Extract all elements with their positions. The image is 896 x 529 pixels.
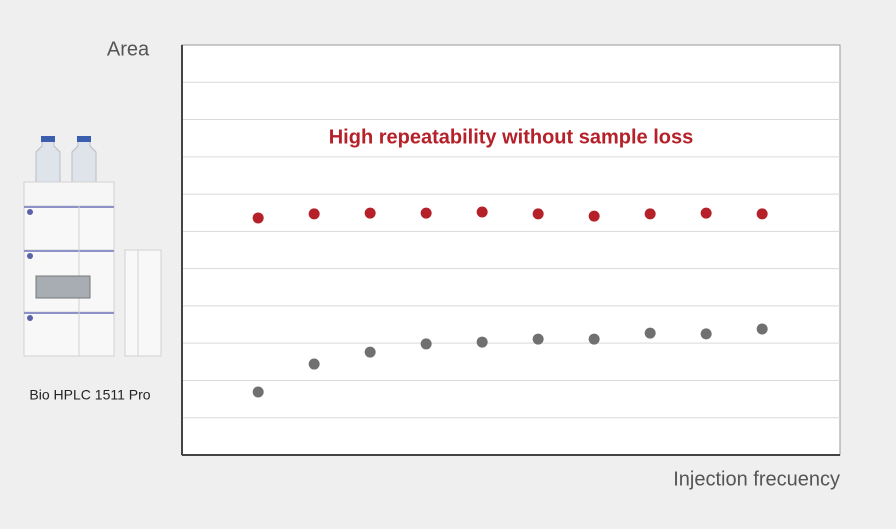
data-point bbox=[756, 323, 768, 335]
data-point bbox=[364, 207, 376, 219]
data-point bbox=[644, 208, 656, 220]
data-point bbox=[588, 210, 600, 222]
instrument-image bbox=[23, 136, 162, 357]
instrument-label: Bio HPLC 1511 Pro bbox=[29, 387, 150, 403]
data-point bbox=[364, 346, 376, 358]
x-axis-label: Injection frecuency bbox=[673, 468, 840, 490]
data-point bbox=[420, 207, 432, 219]
annotation: High repeatability without sample loss bbox=[329, 126, 694, 148]
data-point bbox=[476, 336, 488, 348]
data-point bbox=[420, 338, 432, 350]
y-axis-label: Area bbox=[107, 38, 150, 60]
data-point bbox=[588, 333, 600, 345]
data-point bbox=[700, 328, 712, 340]
data-point bbox=[308, 358, 320, 370]
data-point bbox=[252, 386, 264, 398]
data-point bbox=[476, 206, 488, 218]
data-point bbox=[756, 208, 768, 220]
data-point bbox=[532, 333, 544, 345]
data-point bbox=[252, 212, 264, 224]
data-point bbox=[532, 208, 544, 220]
plot-area bbox=[181, 44, 841, 456]
data-point bbox=[700, 207, 712, 219]
data-point bbox=[308, 208, 320, 220]
data-point bbox=[644, 327, 656, 339]
